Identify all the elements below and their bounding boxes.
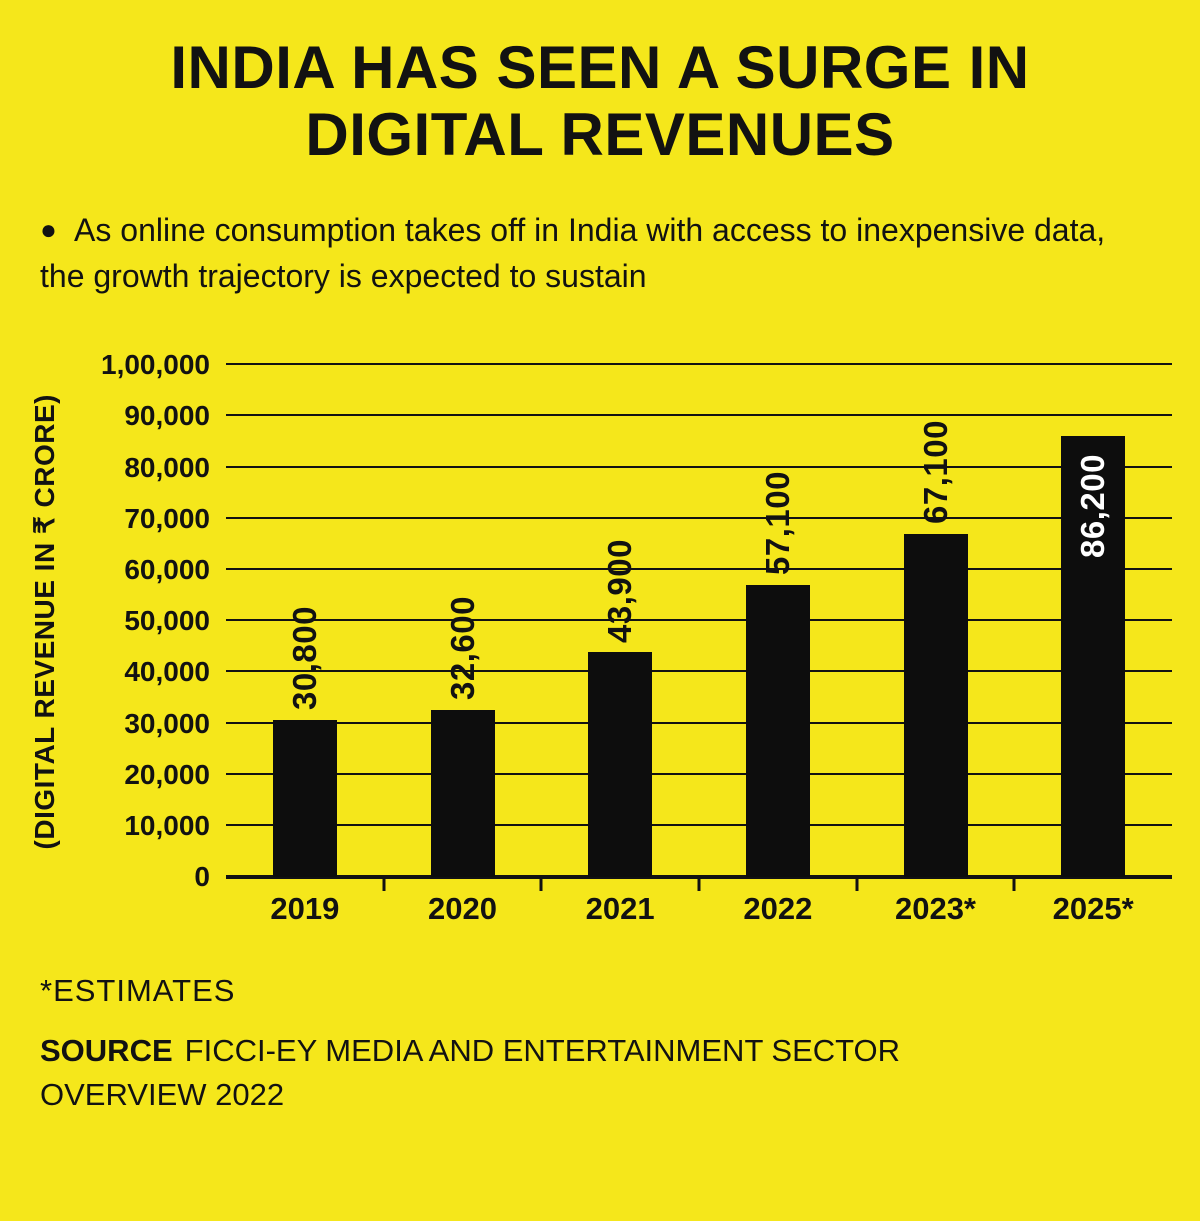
y-tick-label: 80,000 bbox=[124, 451, 210, 483]
x-tick-label: 2019 bbox=[270, 891, 340, 927]
bar-2025* bbox=[1061, 435, 1126, 878]
y-tick-label: 60,000 bbox=[124, 554, 210, 586]
gridline bbox=[226, 516, 1172, 519]
y-tick-label: 20,000 bbox=[124, 758, 210, 790]
intro-sentence: As online consumption takes off in India… bbox=[40, 212, 1106, 294]
y-axis-tick-labels: 0 10,000 20,000 30,000 40,000 50,000 60,000 70,… bbox=[80, 349, 226, 892]
x-axis-tick bbox=[382, 877, 386, 892]
bar-2019 bbox=[272, 719, 337, 878]
source-label: SOURCE bbox=[40, 1033, 173, 1069]
gridline bbox=[226, 465, 1172, 468]
bar-2021 bbox=[588, 652, 653, 878]
bar-value-label: 67,100 bbox=[916, 419, 954, 524]
x-axis-labels: 2019 2020 2021 2022 2023* 2025* bbox=[226, 877, 1172, 927]
x-axis-tick bbox=[697, 877, 701, 892]
bar-chart: (DIGITAL REVENUE IN ₹ CRORE) 0 10,000 20,0… bbox=[28, 349, 1172, 927]
infographic: INDIA HAS SEEN A SURGE IN DIGITAL REVENU… bbox=[28, 34, 1172, 1116]
bar-value-label: 30,800 bbox=[285, 605, 323, 710]
gridline bbox=[226, 619, 1172, 622]
source-line: SOURCE FICCI-EY MEDIA AND ENTERTAINMENT S… bbox=[40, 1029, 1070, 1116]
bar-value-label: 57,100 bbox=[758, 470, 796, 575]
gridline bbox=[226, 568, 1172, 571]
bar-2022 bbox=[745, 584, 810, 878]
x-axis-tick bbox=[1012, 877, 1016, 892]
y-tick-label: 1,00,000 bbox=[101, 349, 210, 381]
y-tick-label: 70,000 bbox=[124, 502, 210, 534]
x-tick-label: 2023* bbox=[894, 891, 976, 927]
chart-title-line1: INDIA HAS SEEN A SURGE IN bbox=[170, 34, 1030, 101]
y-tick-label: 10,000 bbox=[124, 810, 210, 842]
gridline bbox=[226, 772, 1172, 775]
x-axis-tick bbox=[539, 877, 543, 892]
gridline bbox=[226, 721, 1172, 724]
x-tick-label: 2022 bbox=[743, 891, 813, 927]
y-tick-label: 40,000 bbox=[124, 656, 210, 688]
x-tick-label: 2020 bbox=[428, 891, 497, 927]
chart-grid: (DIGITAL REVENUE IN ₹ CRORE) 0 10,000 20,0… bbox=[28, 349, 1172, 927]
gridline bbox=[226, 670, 1172, 673]
bar-value-label: 43,900 bbox=[601, 538, 639, 643]
chart-title: INDIA HAS SEEN A SURGE IN DIGITAL REVENU… bbox=[28, 34, 1172, 168]
gridline bbox=[226, 363, 1172, 366]
bar-2020 bbox=[430, 710, 495, 878]
x-tick-label: 2025* bbox=[1052, 891, 1134, 927]
x-tick-label: 2021 bbox=[585, 891, 655, 927]
bar-2023* bbox=[903, 533, 968, 878]
bar-value-label: 86,200 bbox=[1074, 453, 1112, 558]
bar-value-label: 32,600 bbox=[443, 596, 481, 701]
bullet-icon: ● bbox=[40, 214, 57, 246]
plot-area: 30,800 32,600 43,900 57,100 67,100 86,200 bbox=[226, 363, 1172, 880]
intro-text: ● As online consumption takes off in Ind… bbox=[40, 208, 1158, 299]
gridline bbox=[226, 824, 1172, 827]
y-tick-label: 30,000 bbox=[124, 707, 210, 739]
x-axis-tick bbox=[855, 877, 859, 892]
chart-title-line2: DIGITAL REVENUES bbox=[305, 101, 895, 169]
y-tick-label: 90,000 bbox=[124, 400, 210, 432]
y-axis-label-cell: (DIGITAL REVENUE IN ₹ CRORE) bbox=[28, 365, 80, 877]
estimates-footnote: *ESTIMATES bbox=[40, 973, 236, 1009]
y-tick-label: 0 bbox=[194, 861, 210, 893]
y-axis-label: (DIGITAL REVENUE IN ₹ CRORE) bbox=[29, 393, 60, 849]
y-tick-label: 50,000 bbox=[124, 605, 210, 637]
source-text: FICCI-EY MEDIA AND ENTERTAINMENT SECTOR … bbox=[40, 1033, 901, 1112]
gridline bbox=[226, 414, 1172, 417]
